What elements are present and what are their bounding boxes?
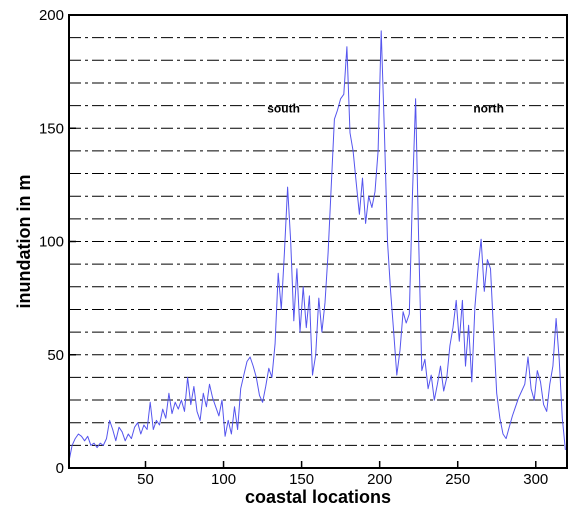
- series-line: [68, 30, 566, 462]
- y-axis-title: inundation in m: [14, 175, 34, 309]
- annotation-label: north: [473, 101, 504, 115]
- y-axis: 0 50 100 150 200: [39, 7, 76, 477]
- y-tick-label: 50: [47, 347, 64, 364]
- y-tick-label: 0: [56, 460, 64, 477]
- reference-lines: [69, 37, 567, 446]
- x-tick-label: 300: [523, 471, 548, 488]
- x-axis: 50 100 150 200 250 300: [137, 461, 548, 488]
- x-tick-label: 50: [137, 471, 154, 488]
- annotation-label: south: [267, 101, 300, 115]
- x-tick-label: 250: [445, 471, 470, 488]
- series-layer: [68, 30, 566, 462]
- y-tick-label: 100: [39, 234, 64, 251]
- x-tick-label: 150: [289, 471, 314, 488]
- y-tick-label: 150: [39, 120, 64, 137]
- annotations: south north: [267, 101, 504, 115]
- x-tick-label: 100: [211, 471, 236, 488]
- x-tick-label: 200: [367, 471, 392, 488]
- y-tick-label: 200: [39, 7, 64, 24]
- x-axis-title: coastal locations: [245, 487, 391, 507]
